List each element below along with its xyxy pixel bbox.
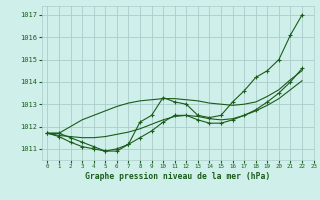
X-axis label: Graphe pression niveau de la mer (hPa): Graphe pression niveau de la mer (hPa) <box>85 172 270 181</box>
